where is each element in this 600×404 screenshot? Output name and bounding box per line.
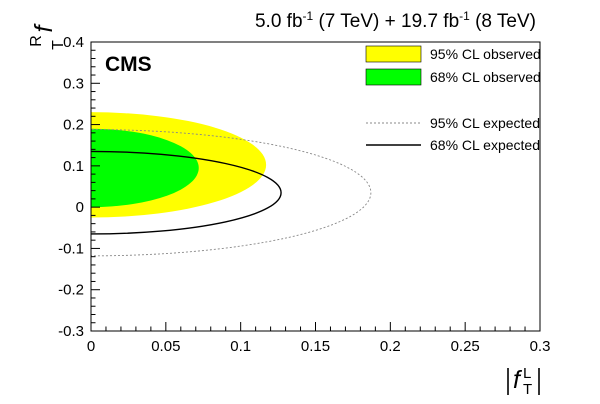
contour-68-cl-expected bbox=[91, 150, 282, 235]
experiment-label: CMS bbox=[105, 53, 152, 76]
y-axis: -0.3 -0.2 -0.1 0 0.1 0.2 0.3 0.4 bbox=[58, 34, 100, 340]
x-tick-label: 0.25 bbox=[451, 338, 480, 355]
x-axis: 0 0.05 0.1 0.15 0.2 0.25 0.3 bbox=[87, 322, 551, 355]
y-tick-label: 0.1 bbox=[63, 158, 84, 175]
y-axis-label-sub: T bbox=[50, 40, 67, 50]
x-axis-label-sub: T bbox=[523, 381, 532, 398]
contour-95-cl-expected bbox=[91, 129, 372, 257]
legend-label: 95% CL observed bbox=[430, 46, 541, 62]
x-tick-label: 0.15 bbox=[301, 338, 330, 355]
y-tick-label: -0.2 bbox=[58, 282, 84, 299]
y-tick-label: -0.3 bbox=[58, 323, 84, 340]
contour-layer bbox=[91, 112, 372, 257]
x-tick-label: 0.2 bbox=[380, 338, 401, 355]
legend-swatch bbox=[365, 45, 422, 63]
legend-label: 95% CL expected bbox=[430, 115, 540, 131]
y-tick-label: 0.2 bbox=[63, 117, 84, 134]
legend-label: 68% CL observed bbox=[430, 69, 541, 85]
x-axis-label-sup: L bbox=[523, 365, 531, 382]
x-tick-label: 0.3 bbox=[530, 338, 551, 355]
y-tick-label: -0.1 bbox=[58, 240, 84, 257]
x-tick-label: 0 bbox=[87, 338, 95, 355]
y-axis-label: f bbox=[30, 22, 58, 32]
y-axis-label-sup: R bbox=[28, 35, 45, 47]
y-tick-label: 0.3 bbox=[63, 75, 84, 92]
y-tick-label: 0.4 bbox=[63, 34, 84, 51]
x-tick-label: 0.05 bbox=[151, 338, 180, 355]
x-axis-label: f bbox=[513, 366, 523, 394]
x-tick-label: 0.1 bbox=[230, 338, 251, 355]
contour-68-cl-observed bbox=[91, 128, 199, 208]
legend: 95% CL observed 68% CL observed 95% CL exp… bbox=[365, 45, 541, 153]
luminosity-header: 5.0 fb-1 (7 TeV) + 19.7 fb-1 (8 TeV) bbox=[255, 9, 536, 32]
y-tick-label: 0 bbox=[76, 199, 84, 216]
y-label-base: f bbox=[30, 22, 58, 32]
legend-label: 68% CL expected bbox=[430, 137, 540, 153]
legend-swatch bbox=[365, 68, 422, 86]
